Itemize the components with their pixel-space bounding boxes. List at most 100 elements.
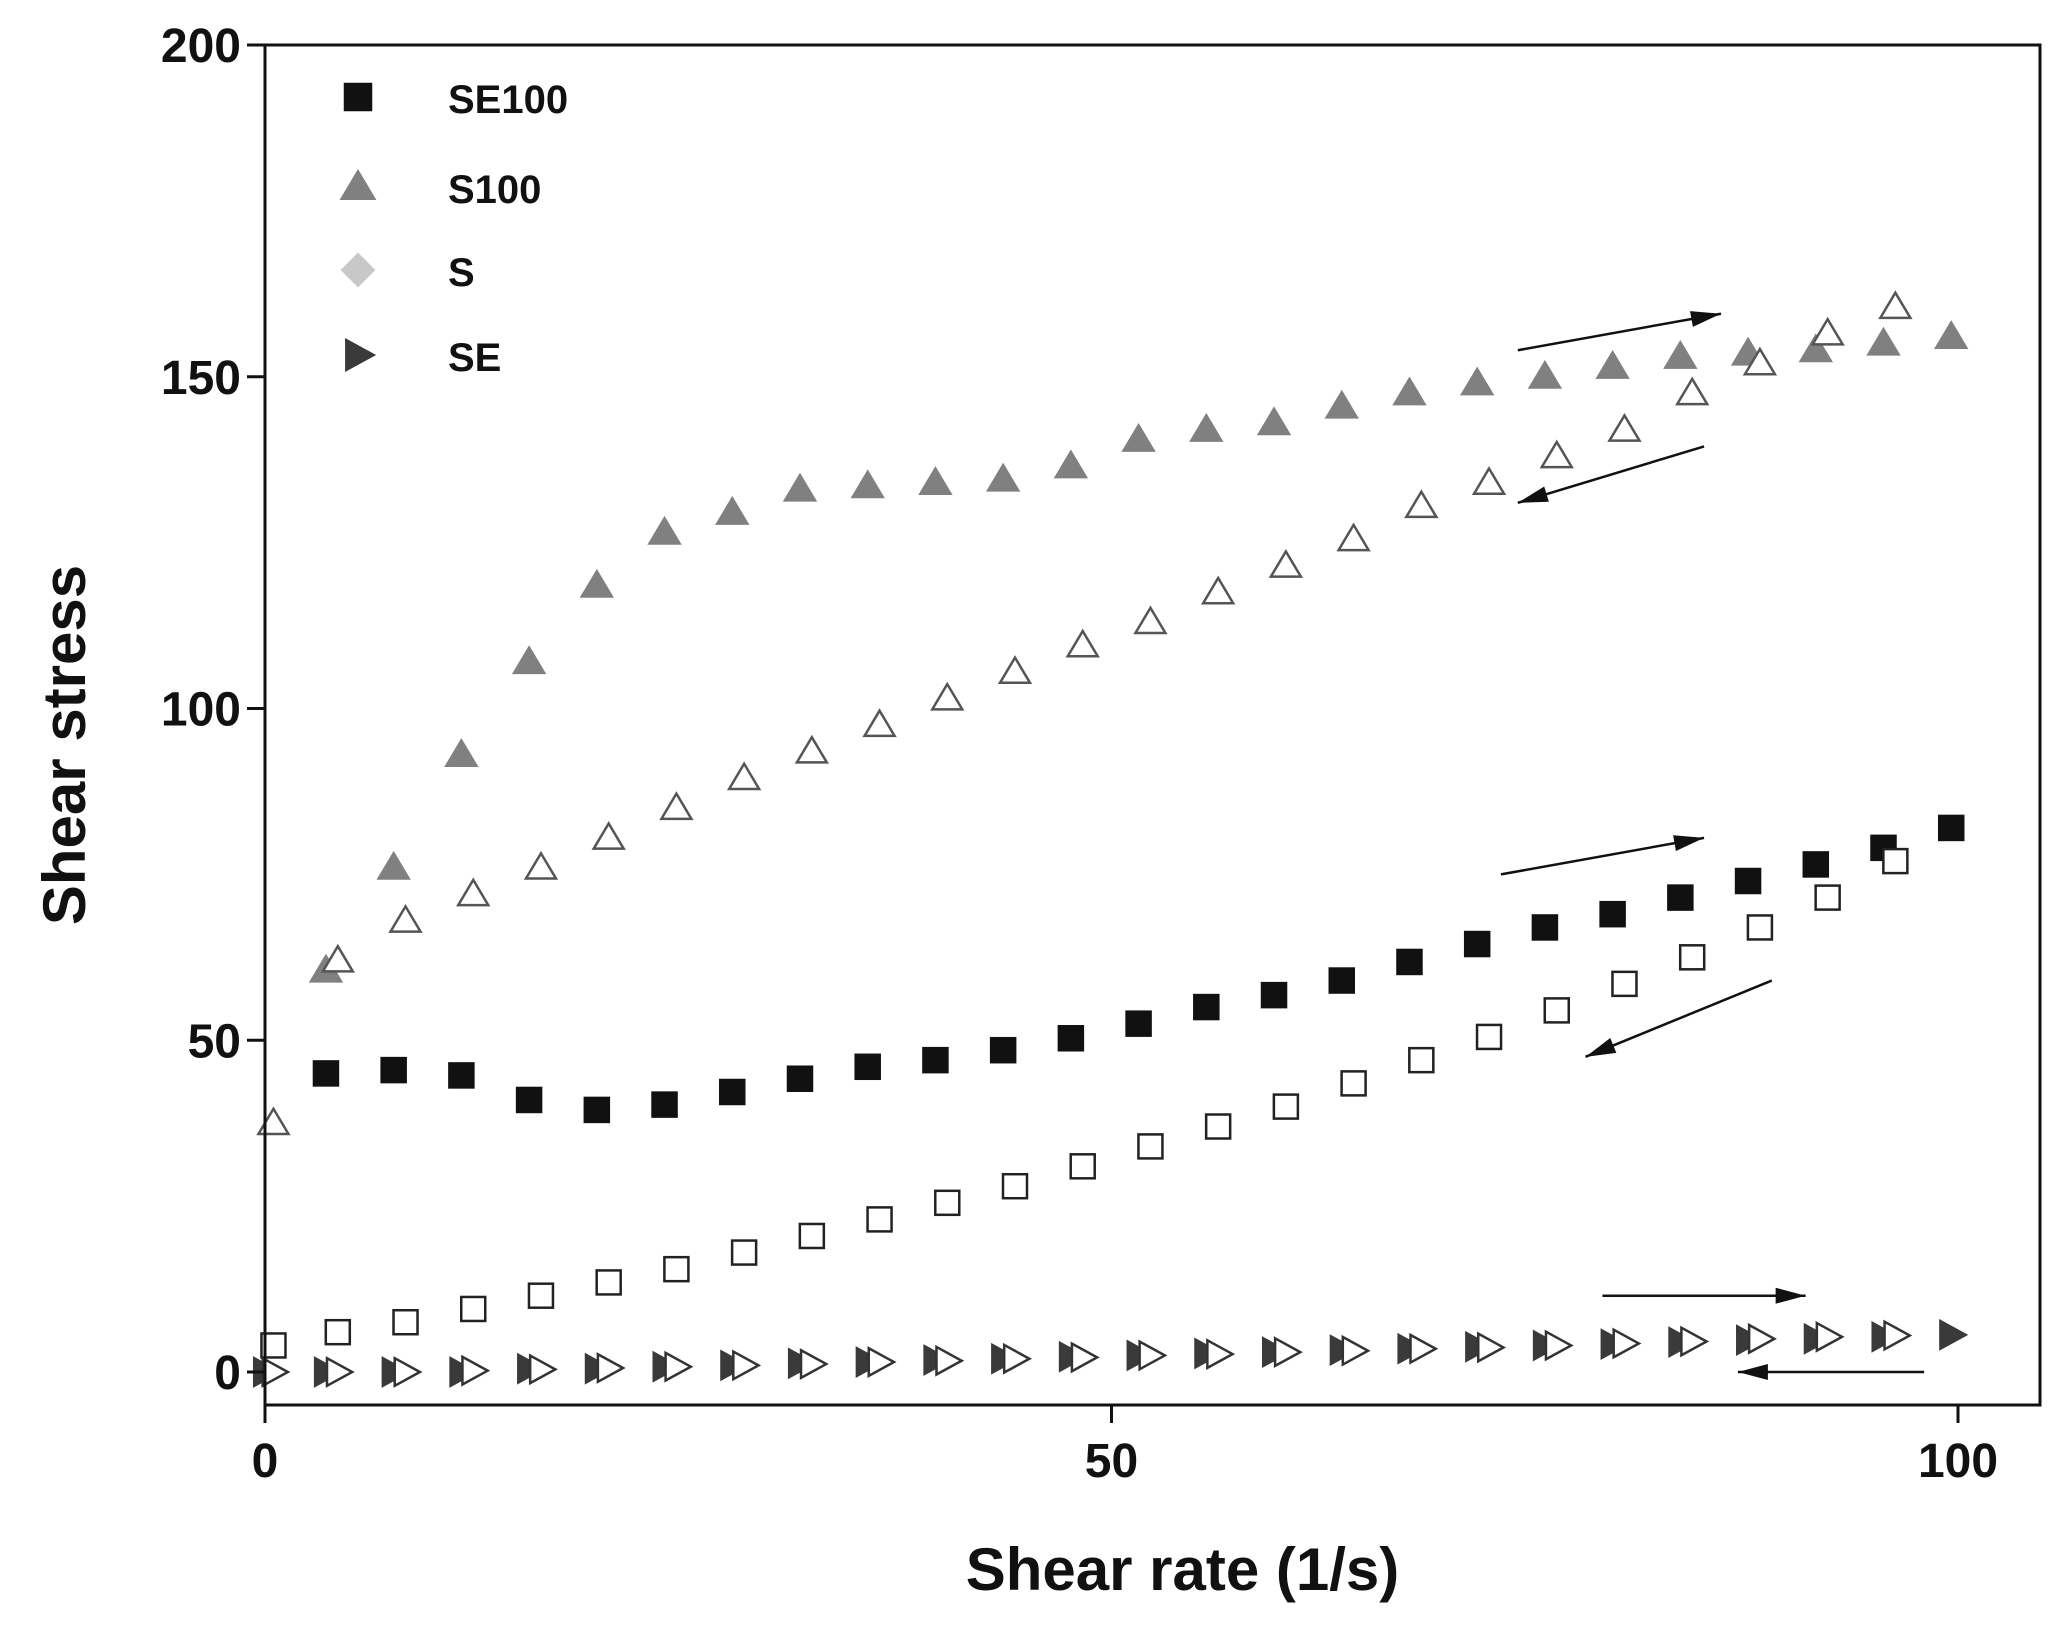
se100-up-point: [448, 1062, 475, 1089]
direction-arrow-shaft: [1517, 445, 1705, 505]
se100-down-point: [1272, 1093, 1300, 1120]
s100-down-point: [1607, 412, 1642, 442]
se100-up-point: [1396, 948, 1423, 976]
se100-up-point: [583, 1096, 611, 1124]
legend-marker-s: [340, 252, 376, 288]
s100-up-point: [985, 462, 1021, 492]
se100-up-point: [1193, 993, 1220, 1021]
s100-up-point: [1459, 366, 1495, 396]
s100-up-point: [1866, 326, 1901, 356]
se100-up-point: [312, 1060, 340, 1087]
s100-up-point: [850, 469, 885, 499]
data-markers: [252, 290, 1969, 1388]
s100-down-point: [1065, 628, 1100, 658]
se100-down-point: [1204, 1113, 1232, 1140]
se100-up-point: [989, 1036, 1017, 1064]
s100-down-point: [1404, 489, 1439, 519]
s100-up-point: [1324, 389, 1359, 419]
se100-down-point: [1678, 944, 1706, 971]
se100-down-point: [866, 1206, 893, 1233]
se100-down-point: [1543, 997, 1571, 1024]
se100-up-point: [1260, 981, 1288, 1009]
y-tick-label: 50: [188, 1015, 241, 1068]
se100-up-point: [1937, 814, 1965, 842]
direction-arrow-head: [1517, 486, 1549, 503]
se-down-point: [1747, 1322, 1777, 1355]
y-tick-label: 100: [161, 684, 241, 737]
se-down-point: [1206, 1338, 1236, 1370]
s100-up-point: [1663, 340, 1698, 369]
se100-up-point: [854, 1053, 881, 1081]
se100-down-point: [527, 1282, 555, 1309]
s100-down-point: [320, 943, 355, 973]
se-down-point: [1680, 1325, 1710, 1358]
s100-up-point: [1121, 422, 1156, 452]
tick-labels: 0 50 100 150 200 0 50 100: [161, 20, 1998, 1488]
se-down-point: [1815, 1320, 1845, 1353]
s100-down-point: [1878, 290, 1913, 320]
se-up-point: [1939, 1318, 1969, 1351]
se100-up-point: [719, 1078, 746, 1106]
se100-down-point: [934, 1189, 961, 1217]
direction-arrow-shaft: [1585, 979, 1773, 1058]
y-axis-title: Shear stress: [31, 565, 98, 925]
direction-arrow-head: [1775, 1287, 1806, 1304]
se-down-point: [935, 1344, 965, 1377]
se100-down-point: [1611, 970, 1638, 998]
se-down-point: [1070, 1341, 1100, 1374]
s100-down-point: [523, 850, 559, 880]
se100-down-point: [1340, 1070, 1367, 1097]
direction-arrows: [1500, 311, 1925, 1380]
se-down-point: [325, 1356, 355, 1388]
se100-down-point: [1001, 1172, 1029, 1200]
axis-ticks: [247, 43, 1960, 1423]
direction-arrow-head: [1737, 1364, 1768, 1380]
s100-up-point: [918, 466, 953, 495]
se100-up-point: [1057, 1025, 1085, 1052]
s100-down-point: [1810, 316, 1845, 346]
se-down-point: [732, 1349, 762, 1382]
s100-down-point: [256, 1106, 291, 1136]
se100-down-point: [1408, 1046, 1435, 1074]
legend-label-s: S: [448, 251, 475, 295]
s100-up-point: [1527, 359, 1563, 389]
direction-arrow-head: [1673, 835, 1705, 852]
legend-label-se: SE: [448, 336, 501, 380]
se100-up-point: [786, 1065, 814, 1092]
se100-up-point: [1667, 884, 1694, 911]
se100-up-point: [922, 1046, 949, 1074]
se-down-point: [1883, 1319, 1913, 1352]
se-down-point: [528, 1353, 558, 1386]
se100-up-point: [1125, 1010, 1152, 1037]
s100-down-point: [997, 655, 1033, 685]
se100-down-point: [1814, 884, 1841, 911]
s100-down-point: [726, 761, 762, 791]
s100-down-point: [1133, 605, 1168, 635]
s100-down-point: [1200, 575, 1236, 605]
se100-up-point: [651, 1091, 678, 1118]
s100-down-point: [1471, 466, 1507, 495]
direction-arrow-shaft: [1500, 836, 1705, 876]
x-axis-title: Shear rate (1/s): [966, 1536, 1400, 1603]
se100-up-point: [515, 1086, 543, 1114]
x-tick-label: 50: [1085, 1435, 1138, 1488]
se-down-point: [1544, 1329, 1574, 1362]
s100-up-point: [647, 515, 682, 545]
s100-down-point: [388, 903, 423, 933]
s100-up-point: [1053, 449, 1089, 479]
s100-down-point: [1675, 376, 1710, 406]
se-down-point: [1273, 1336, 1303, 1369]
legend-marker-se: [345, 337, 377, 373]
se100-up-point: [1328, 967, 1355, 994]
se100-down-point: [1746, 914, 1774, 941]
se100-down-point: [459, 1295, 487, 1323]
se-down-point: [1138, 1339, 1168, 1372]
direction-arrow-head: [1585, 1038, 1617, 1057]
s100-down-point: [862, 708, 897, 738]
s100-up-point: [782, 472, 818, 502]
se-down-point: [393, 1356, 423, 1388]
se100-up-point: [1463, 930, 1491, 958]
s100-up-point: [1392, 376, 1427, 406]
y-tick-label: 150: [161, 352, 241, 405]
